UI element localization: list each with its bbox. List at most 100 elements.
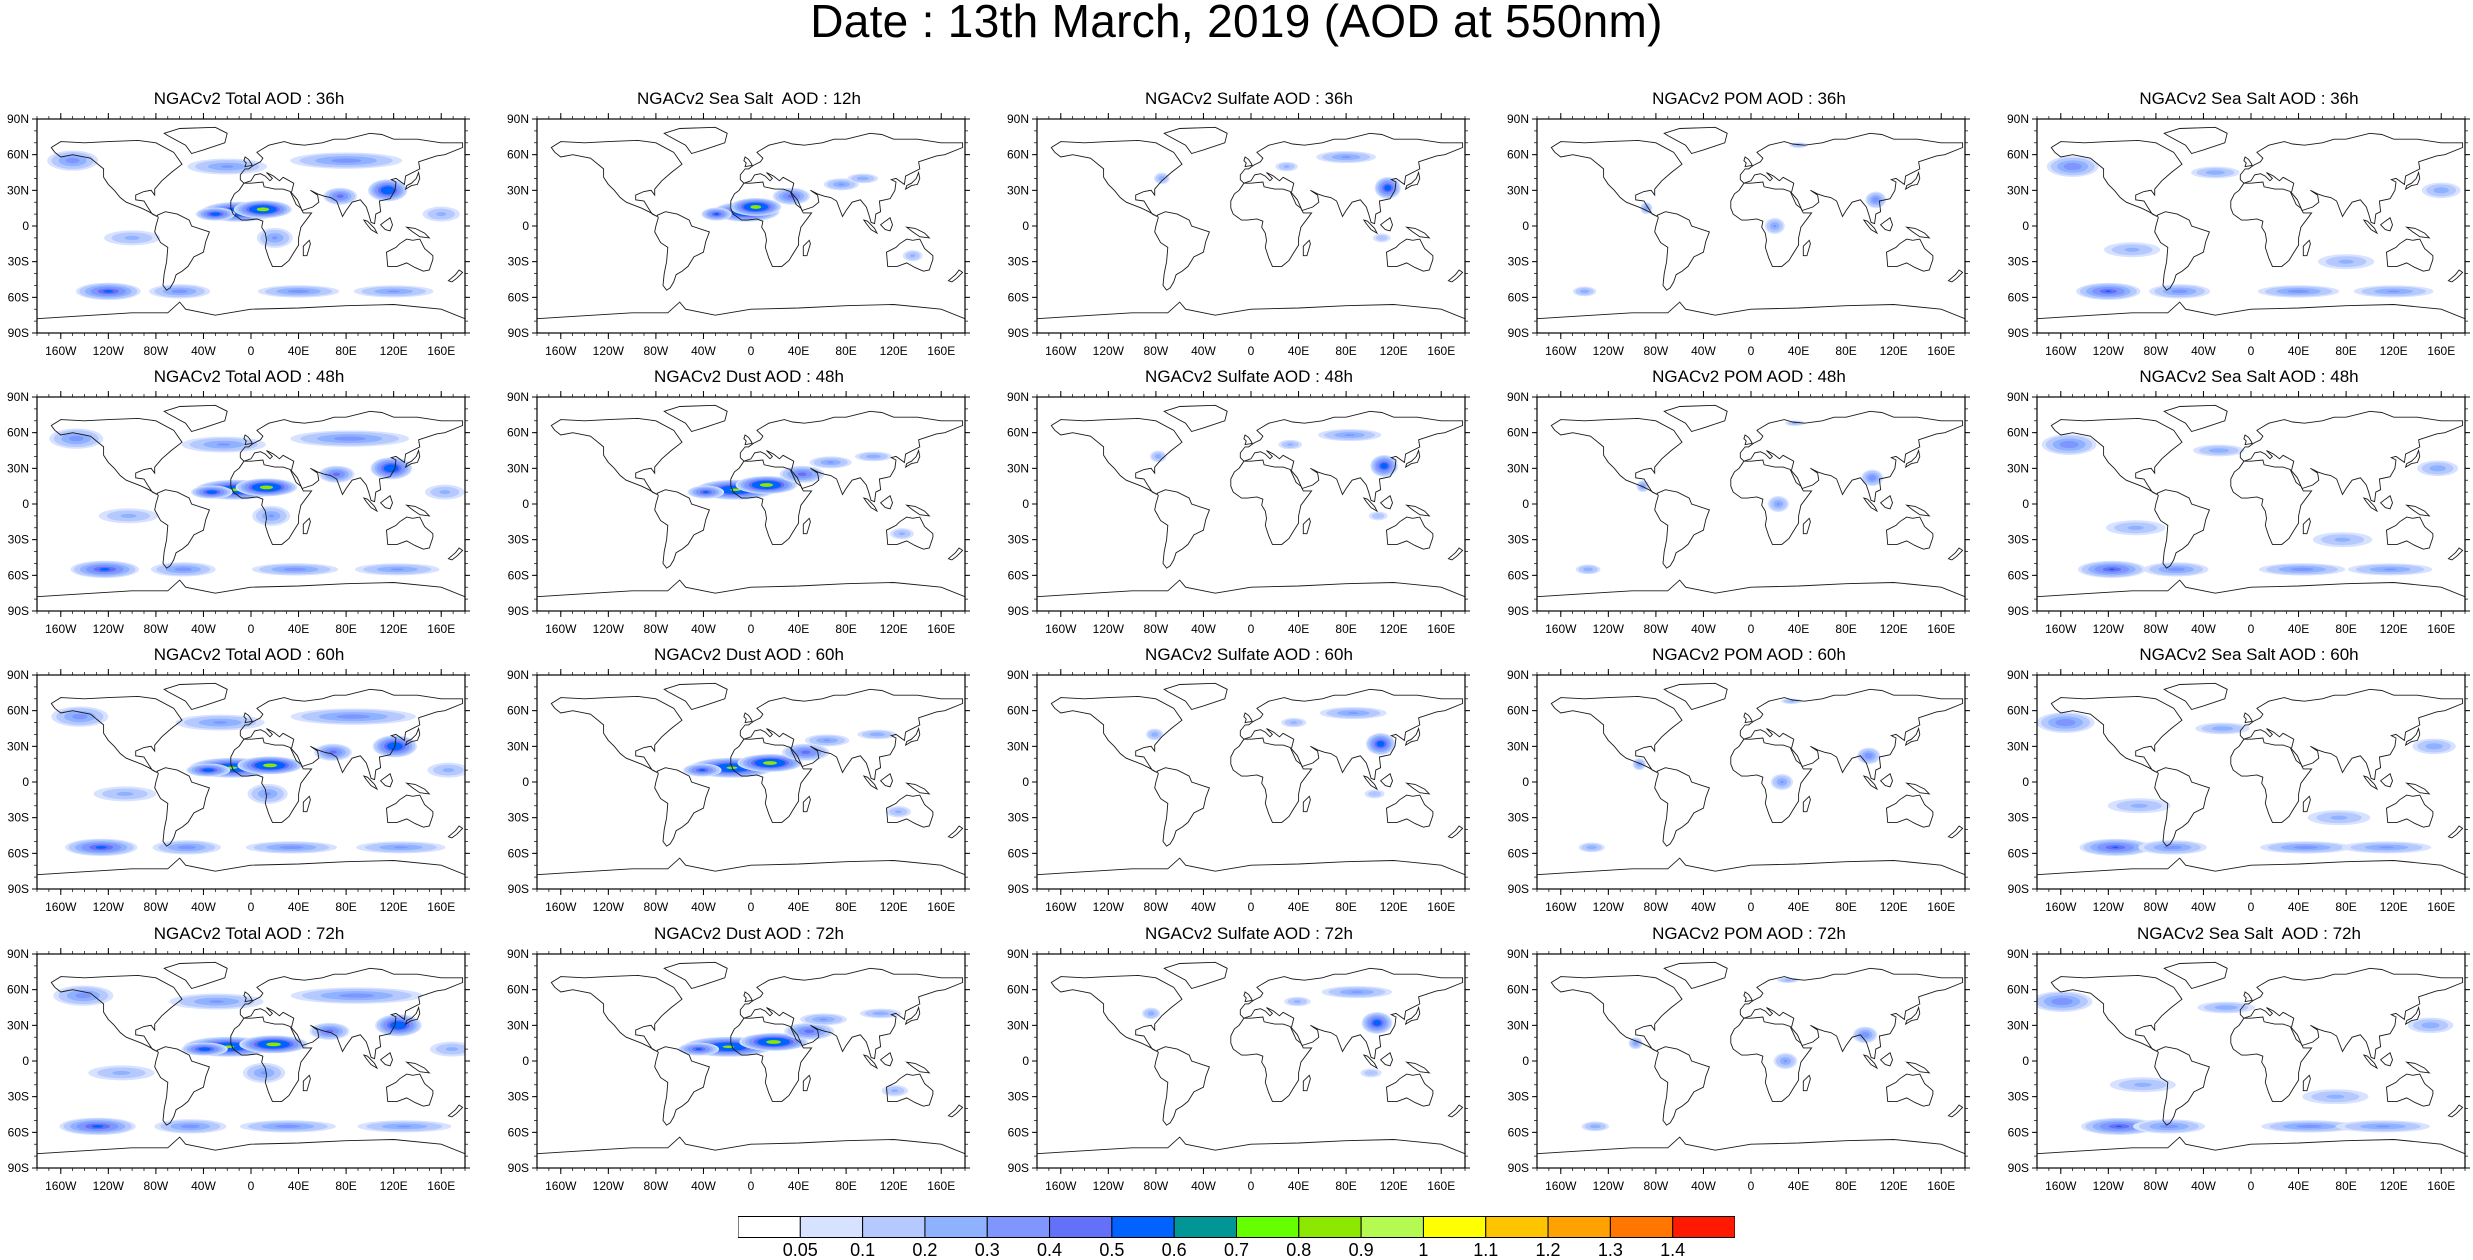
lon-tick-label: 120W bbox=[1093, 900, 1125, 914]
lon-tick-label: 0 bbox=[1248, 1179, 1255, 1193]
coastline-antarctica bbox=[1037, 579, 1465, 611]
lat-tick-label: 90S bbox=[2008, 326, 2029, 340]
coastline-madagascar bbox=[1802, 517, 1811, 535]
coastline-newguinea bbox=[405, 782, 431, 795]
lat-tick-label: 60S bbox=[2008, 846, 2029, 860]
lon-tick-label: 160W bbox=[1545, 1179, 1577, 1193]
lon-tick-label: 120W bbox=[2093, 622, 2125, 636]
lat-tick-label: 90N bbox=[507, 947, 529, 961]
coastline-borneo bbox=[379, 1051, 393, 1067]
aod-field bbox=[95, 846, 107, 849]
lat-tick-label: 0 bbox=[1522, 497, 1529, 511]
aod-field bbox=[702, 491, 709, 494]
coastline-sumatra bbox=[1862, 1054, 1879, 1070]
coastline-borneo bbox=[879, 494, 893, 510]
aod-field bbox=[2112, 846, 2119, 849]
lon-tick-label: 40W bbox=[191, 1179, 216, 1193]
map-panel-pom-36h: NGACv2 POM AOD : 36h 90N 60N 30N 0 30S 60S 90S 1… bbox=[1500, 90, 1998, 362]
aod-field bbox=[332, 472, 341, 477]
aod-field bbox=[91, 1125, 104, 1128]
coastline-newguinea bbox=[2405, 504, 2431, 517]
lon-tick-label: 160E bbox=[927, 900, 955, 914]
colorbar-tick-label: 0.6 bbox=[1161, 1240, 1187, 1260]
coastline-eurasia bbox=[1739, 688, 1964, 781]
aod-field bbox=[1286, 443, 1294, 446]
lon-tick-label: 120W bbox=[1593, 622, 1625, 636]
aod-field bbox=[2055, 718, 2076, 727]
coastline-sumatra bbox=[1362, 219, 1379, 235]
aod-field bbox=[380, 186, 395, 195]
aod-field bbox=[208, 1000, 225, 1003]
aod-field bbox=[1347, 712, 1359, 715]
coastline-uk bbox=[243, 434, 253, 446]
lon-tick-label: 40E bbox=[2288, 344, 2309, 358]
coastline-samerica bbox=[1154, 211, 1210, 291]
lat-tick-label: 60S bbox=[1508, 846, 1529, 860]
coastline-japan bbox=[404, 726, 421, 747]
lat-tick-label: 30S bbox=[2008, 811, 2029, 825]
lon-tick-label: 0 bbox=[2248, 900, 2255, 914]
lon-tick-label: 40W bbox=[191, 622, 216, 636]
coastline-newguinea bbox=[1905, 504, 1931, 517]
coastline-eurasia bbox=[239, 410, 464, 503]
lat-tick-label: 30N bbox=[1007, 183, 1029, 197]
coastline-sumatra bbox=[862, 775, 879, 791]
lon-tick-label: 160W bbox=[545, 900, 577, 914]
aod-field bbox=[1155, 454, 1162, 459]
lon-tick-label: 120E bbox=[1880, 900, 1908, 914]
lat-tick-label: 90S bbox=[8, 326, 29, 340]
coastline-namerica bbox=[2050, 974, 2183, 1052]
aod-field bbox=[2205, 170, 2225, 175]
lat-tick-label: 30N bbox=[507, 183, 529, 197]
coastline-eurasia bbox=[1739, 967, 1964, 1060]
lat-tick-label: 30N bbox=[507, 461, 529, 475]
coastline-sumatra bbox=[862, 219, 879, 235]
aod-field bbox=[1344, 434, 1355, 437]
aod-field bbox=[891, 1089, 899, 1093]
aod-map: 90N 60N 30N 0 30S 60S 90S 160W 120W 80W 40W 0 40E 80E… bbox=[507, 390, 970, 636]
aod-field bbox=[339, 993, 375, 998]
coastline-samerica bbox=[154, 767, 210, 847]
coastline-eurasia bbox=[239, 688, 464, 781]
lon-tick-label: 160E bbox=[427, 622, 455, 636]
aod-field bbox=[72, 713, 88, 720]
lon-tick-label: 120E bbox=[1880, 1179, 1908, 1193]
coastline-sumatra bbox=[362, 219, 379, 235]
coastline-uk bbox=[243, 712, 253, 724]
coastline-madagascar bbox=[2302, 239, 2311, 257]
coastline-japan bbox=[904, 170, 921, 191]
aod-field bbox=[2326, 1094, 2345, 1099]
coastline-nz bbox=[947, 269, 964, 283]
aod-field bbox=[2330, 815, 2348, 820]
colorbar-swatch bbox=[1485, 1216, 1549, 1238]
colorbar-tick-label: 0.5 bbox=[1099, 1240, 1125, 1260]
coastline-eurasia bbox=[1739, 410, 1964, 503]
coastline-nz bbox=[1947, 1104, 1964, 1118]
lon-tick-label: 160W bbox=[2045, 900, 2077, 914]
lon-tick-label: 160E bbox=[1427, 344, 1455, 358]
lon-tick-label: 160W bbox=[1545, 622, 1577, 636]
lat-tick-label: 90S bbox=[8, 604, 29, 618]
lon-tick-label: 80W bbox=[144, 344, 169, 358]
panel-title: NGACv2 Sea Salt AOD : 12h bbox=[637, 89, 861, 108]
coastline-namerica bbox=[2050, 695, 2183, 773]
aod-field bbox=[856, 176, 869, 181]
coastline-greenland bbox=[1663, 961, 1728, 990]
coastline-madagascar bbox=[1802, 239, 1811, 257]
lat-tick-label: 90S bbox=[1008, 326, 1029, 340]
lat-tick-label: 90N bbox=[7, 947, 29, 961]
lat-tick-label: 30N bbox=[2007, 461, 2029, 475]
aod-field bbox=[2159, 1124, 2179, 1129]
coastline-samerica bbox=[654, 767, 710, 847]
aod-field bbox=[2293, 845, 2318, 850]
coastline-antarctica bbox=[537, 857, 965, 889]
aod-map: 90N 60N 30N 0 30S 60S 90S 160W 120W 80W 40W 0 40E 80E… bbox=[2007, 390, 2470, 636]
lat-tick-label: 90S bbox=[508, 882, 529, 896]
lon-tick-label: 40W bbox=[191, 900, 216, 914]
aod-field bbox=[1290, 721, 1298, 724]
coastline-nz bbox=[1447, 825, 1464, 839]
lat-tick-label: 30N bbox=[1507, 183, 1529, 197]
coastline-nz bbox=[947, 825, 964, 839]
panel-title: NGACv2 Total AOD : 48h bbox=[153, 367, 345, 386]
lat-tick-label: 90S bbox=[1008, 1161, 1029, 1175]
